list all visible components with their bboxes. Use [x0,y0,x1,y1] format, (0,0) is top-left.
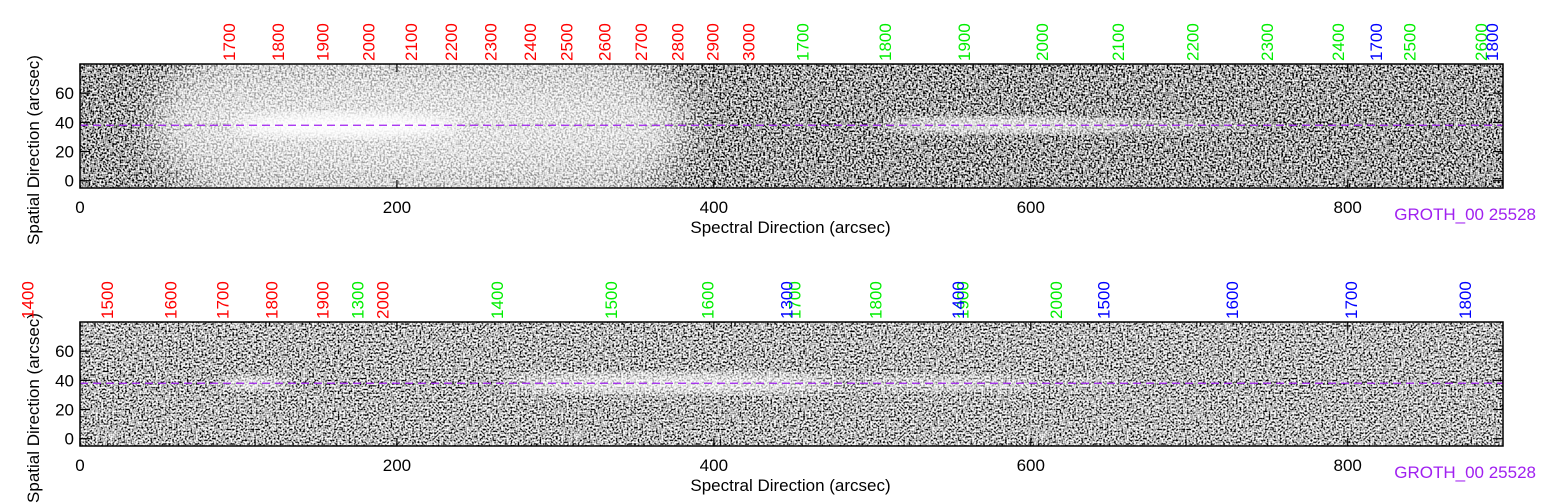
emission-glow [1050,378,1130,389]
wavelength-label: 2300 [481,23,500,61]
wavelength-label: 1700 [1342,281,1361,319]
x-axis-label: Spectral Direction (arcsec) [690,476,890,495]
x-tick-label: 400 [700,456,728,475]
wavelength-label: 2000 [359,23,378,61]
spectrum-image [80,64,1503,188]
plot-frame [79,321,1504,447]
wavelength-label: 1700 [794,23,813,61]
wavelength-label: 2600 [1472,23,1491,61]
wavelength-label: 2500 [557,23,576,61]
wavelength-label: 2400 [521,23,540,61]
wavelength-label: 2500 [1401,23,1420,61]
wavelength-label: 1800 [866,281,885,319]
x-tick-label: 800 [1334,198,1362,217]
y-tick-label: 0 [65,172,74,191]
wavelength-label: 2200 [442,23,461,61]
wavelength-label: 2300 [1258,23,1277,61]
spectrum-panel: 0 200 400 600 800 0 20 40 60 Spectral Direction (… [19,281,1536,503]
wavelength-label: 1400 [949,281,968,319]
wavelength-label: 1600 [161,281,180,319]
wavelength-label: 1300 [778,281,797,319]
x-tick-label: 0 [75,198,84,217]
wavelength-label: 1800 [1483,23,1502,61]
emission-glow [500,373,850,394]
wavelength-label: 1400 [488,281,507,319]
wavelength-label: 2000 [374,281,393,319]
wavelength-label: 1700 [786,281,805,319]
wavelength-label: 2400 [1329,23,1348,61]
spectrum-panel: 0 200 400 600 800 0 20 40 60 Spectral Direction (… [24,23,1536,245]
wavelength-label: 2600 [596,23,615,61]
wavelength-label: 1800 [876,23,895,61]
wavelength-label: 1800 [269,23,288,61]
wavelength-label: 1800 [1456,281,1475,319]
wavelength-label: 1700 [214,281,233,319]
wavelength-label: 1700 [1367,23,1386,61]
x-axis-label: Spectral Direction (arcsec) [690,218,890,237]
wavelength-label: 1400 [19,281,38,319]
wavelength-label: 2800 [668,23,687,61]
wavelength-label: 1300 [348,281,367,319]
y-tick-label: 40 [55,371,74,390]
y-tick-label: 40 [55,113,74,132]
wavelength-label: 2100 [402,23,421,61]
wavelength-label: 1900 [954,281,973,319]
wavelength-label: 1900 [313,281,332,319]
object-label: GROTH_00 25528 [1394,205,1536,224]
x-tick-label: 200 [383,198,411,217]
wavelength-label: 1600 [1223,281,1242,319]
y-axis-label: Spatial Direction (arcsec) [24,55,43,245]
wavelength-label: 2200 [1183,23,1202,61]
wavelength-label: 1600 [699,281,718,319]
wavelength-label: 2000 [1047,281,1066,319]
wavelength-label: 1900 [313,23,332,61]
x-tick-label: 200 [383,456,411,475]
y-axis-label: Spatial Direction (arcsec) [24,313,43,503]
spectrum-image [80,322,1503,446]
wavelength-label: 1500 [1095,281,1114,319]
y-tick-label: 20 [55,143,74,162]
emission-glow [850,376,1050,391]
wavelength-label: 2700 [632,23,651,61]
y-tick-label: 20 [55,401,74,420]
wavelength-label: 2000 [1033,23,1052,61]
wavelength-label: 2900 [703,23,722,61]
wavelength-label: 1500 [602,281,621,319]
x-tick-label: 800 [1334,456,1362,475]
x-tick-label: 600 [1017,456,1045,475]
y-tick-label: 60 [55,84,74,103]
wavelength-label: 2100 [1109,23,1128,61]
wavelength-label: 1500 [98,281,117,319]
wavelength-label: 3000 [740,23,759,61]
object-label: GROTH_00 25528 [1394,463,1536,482]
wavelength-label: 1700 [220,23,239,61]
x-tick-label: 0 [75,456,84,475]
y-tick-label: 0 [65,430,74,449]
y-tick-label: 60 [55,342,74,361]
wavelength-label: 1900 [955,23,974,61]
emission-glow [1180,120,1260,131]
x-tick-label: 600 [1017,198,1045,217]
wavelength-label: 1800 [263,281,282,319]
x-tick-label: 400 [700,198,728,217]
plot-frame [79,63,1504,189]
